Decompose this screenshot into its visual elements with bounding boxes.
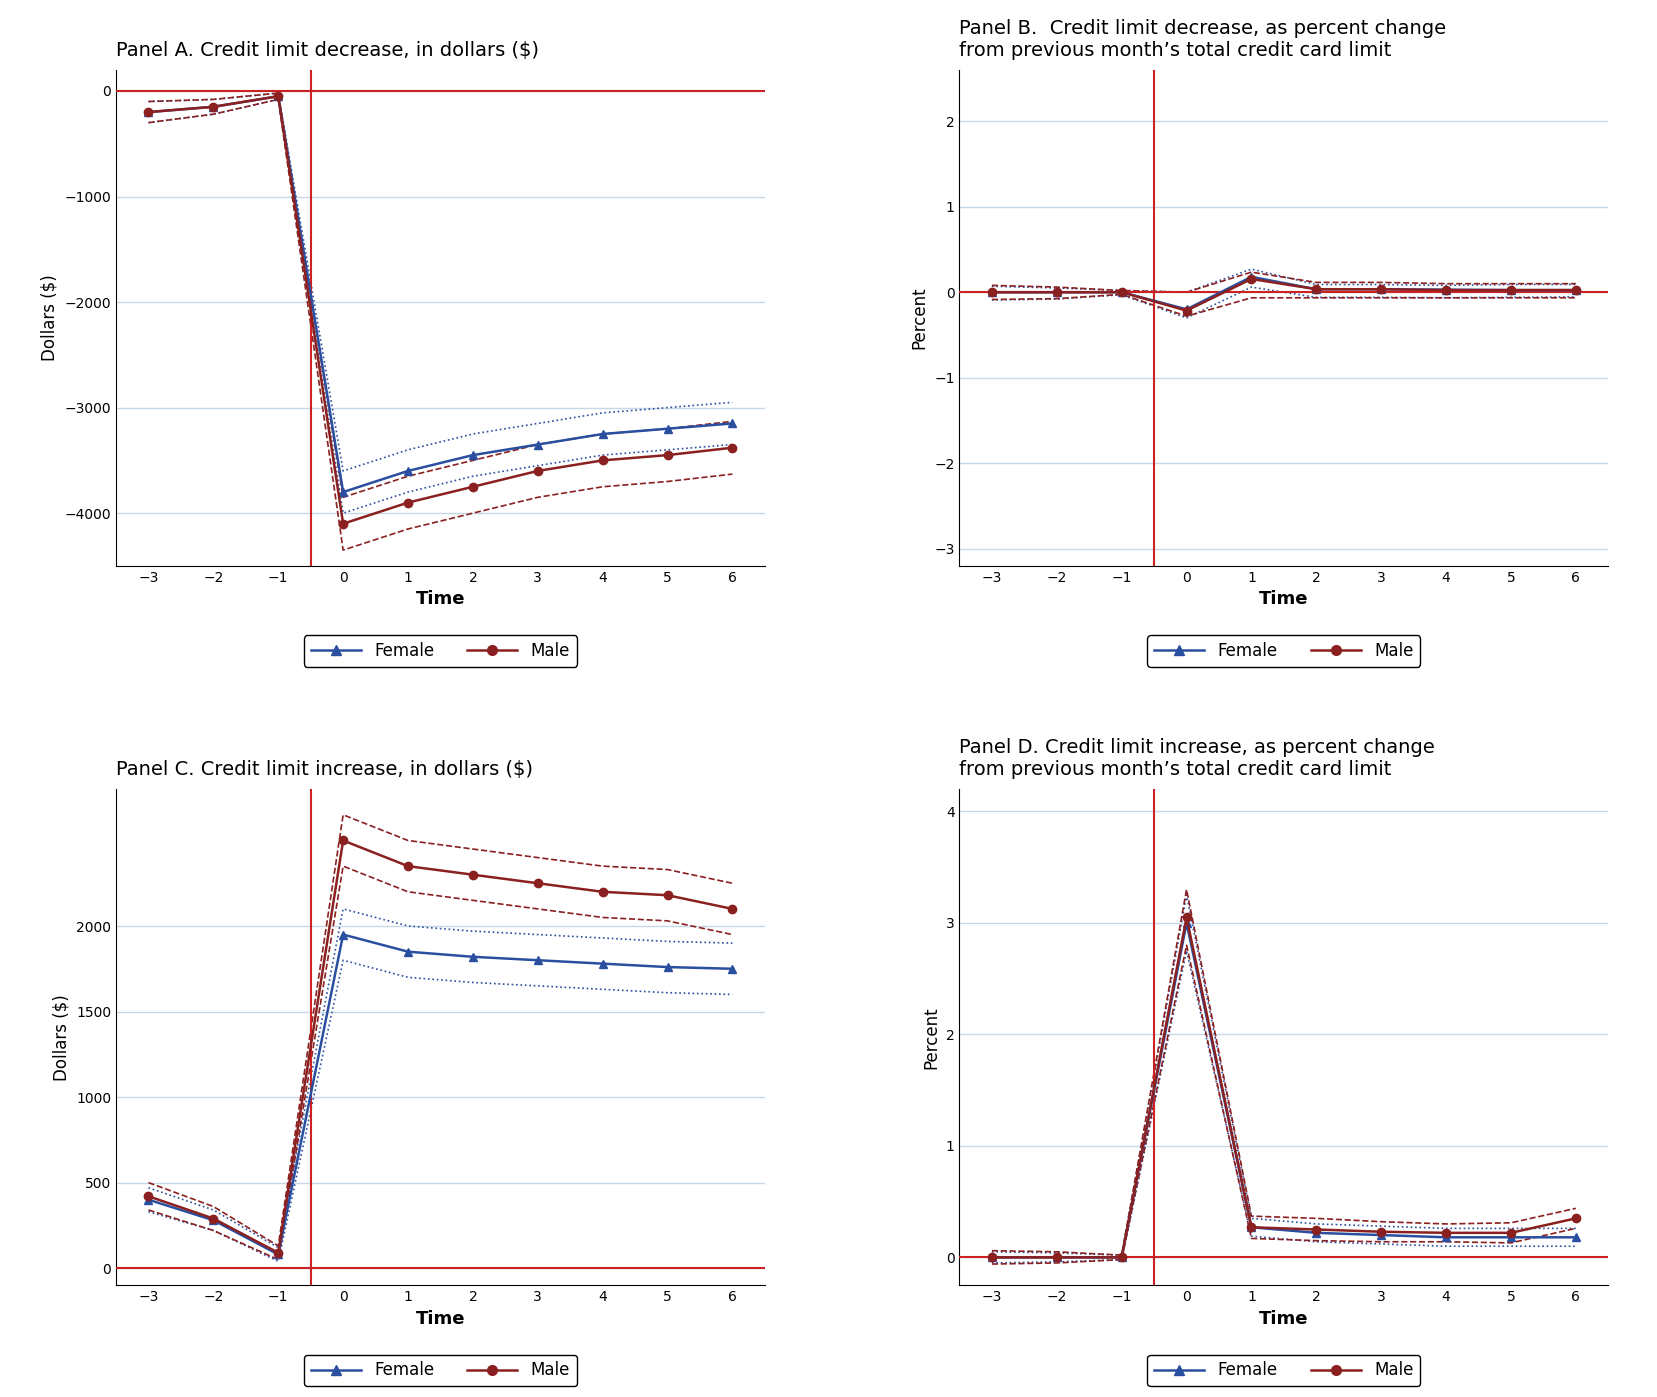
X-axis label: Time: Time (416, 591, 466, 608)
Text: Panel C. Credit limit increase, in dollars ($): Panel C. Credit limit increase, in dolla… (116, 760, 534, 780)
Legend: Female, Male: Female, Male (303, 636, 577, 666)
Y-axis label: Dollars ($): Dollars ($) (53, 993, 71, 1080)
Text: Panel D. Credit limit increase, as percent change
from previous month’s total cr: Panel D. Credit limit increase, as perce… (959, 738, 1435, 780)
Y-axis label: Percent: Percent (921, 1006, 940, 1069)
Text: Panel A. Credit limit decrease, in dollars ($): Panel A. Credit limit decrease, in dolla… (116, 41, 539, 60)
X-axis label: Time: Time (416, 1309, 466, 1327)
Text: Panel B.  Credit limit decrease, as percent change
from previous month’s total c: Panel B. Credit limit decrease, as perce… (959, 20, 1445, 60)
Legend: Female, Male: Female, Male (303, 1355, 577, 1386)
X-axis label: Time: Time (1258, 591, 1307, 608)
X-axis label: Time: Time (1258, 1309, 1307, 1327)
Y-axis label: Dollars ($): Dollars ($) (41, 275, 60, 362)
Legend: Female, Male: Female, Male (1147, 636, 1420, 666)
Legend: Female, Male: Female, Male (1147, 1355, 1420, 1386)
Y-axis label: Percent: Percent (910, 286, 928, 349)
